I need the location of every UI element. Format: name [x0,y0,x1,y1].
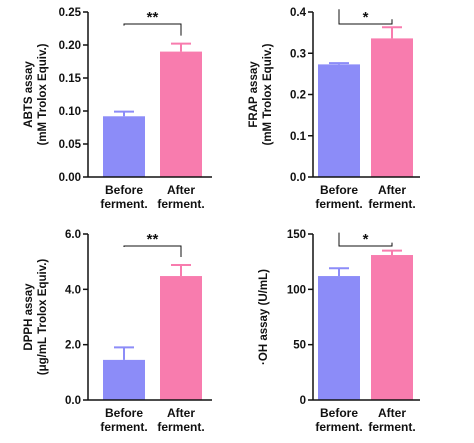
bar-after-ferment [160,51,202,177]
x-label-before-ferment: ferment. [100,420,147,434]
chart-panel-4: ·OH assay (U/mL)050100150Beforeferment.A… [258,229,420,434]
x-label-after-ferment: After [167,183,195,197]
significance-bracket [338,232,393,247]
significance-marker: ** [147,231,159,248]
y-axis-title: (mM Trolox Equiv.) [262,43,274,145]
x-label-after-ferment: ferment. [368,197,415,211]
significance-bracket [123,245,182,257]
y-tick-label: 150 [287,229,306,241]
significance-marker: * [363,231,369,248]
bar-after-ferment [160,276,202,400]
bar-before-ferment [318,276,360,400]
x-label-before-ferment: Before [105,406,143,420]
x-label-before-ferment: ferment. [315,197,362,211]
x-label-before-ferment: Before [105,183,143,197]
y-tick-label: 2.0 [65,340,81,352]
y-tick-label: 0.1 [290,131,307,143]
bar-after-ferment [371,38,413,178]
y-tick-label: 0.3 [290,48,306,60]
significance-bracket [338,9,393,25]
y-axis-title: ·OH assay (U/mL) [258,269,270,365]
y-tick-label: 0.10 [59,106,81,118]
y-tick-label: 0.4 [290,7,307,19]
y-axis-title: (mM Trolox Equiv.) [37,43,49,145]
y-tick-label: 0.25 [59,7,82,19]
x-label-after-ferment: After [378,406,406,420]
bar-before-ferment [318,64,360,177]
x-label-before-ferment: Before [320,183,358,197]
x-label-after-ferment: ferment. [368,420,415,434]
x-label-after-ferment: ferment. [157,420,204,434]
chart-panel-3: DPPH assay (μg/mL Trolox Equiv.) 0.0 2.0 4.0… [23,229,212,434]
y-axis-title: DPPH assay [23,283,35,351]
y-axis-title: FRAP assay [248,61,260,128]
x-label-after-ferment: ferment. [157,197,204,211]
significance-marker: ** [147,9,159,26]
chart-panel-2: FRAP assay (mM Trolox Equiv.) 0.0 0.1 0.2 0.3… [248,7,420,211]
y-tick-label: 0.15 [59,73,82,85]
y-tick-label: 50 [293,340,306,352]
significance-marker: * [363,9,369,26]
y-tick-label: 0.20 [59,40,81,52]
x-label-before-ferment: ferment. [315,420,362,434]
x-label-after-ferment: After [167,406,195,420]
y-tick-label: 0.0 [290,172,306,184]
y-tick-label: 0.00 [59,172,81,184]
y-tick-label: 0 [300,395,306,407]
y-axis-title: (μg/mL Trolox Equiv.) [37,259,49,376]
y-tick-label: 0.0 [65,395,81,407]
y-tick-label: 4.0 [65,284,81,296]
y-tick-label: 0.2 [290,90,306,102]
bar-after-ferment [371,255,413,400]
x-label-before-ferment: ferment. [100,197,147,211]
significance-bracket [123,23,182,36]
y-tick-label: 100 [287,284,306,296]
y-axis-title: ABTS assay [23,61,35,128]
y-tick-label: 0.05 [59,139,82,151]
y-tick-label: 6.0 [65,229,81,241]
chart-panel-1: ABTS assay (mM Trolox Equiv.) 0.00 0.05 0.10… [23,7,212,211]
x-label-after-ferment: After [378,183,406,197]
bar-before-ferment [103,359,145,400]
x-label-before-ferment: Before [320,406,358,420]
bar-before-ferment [103,116,145,177]
